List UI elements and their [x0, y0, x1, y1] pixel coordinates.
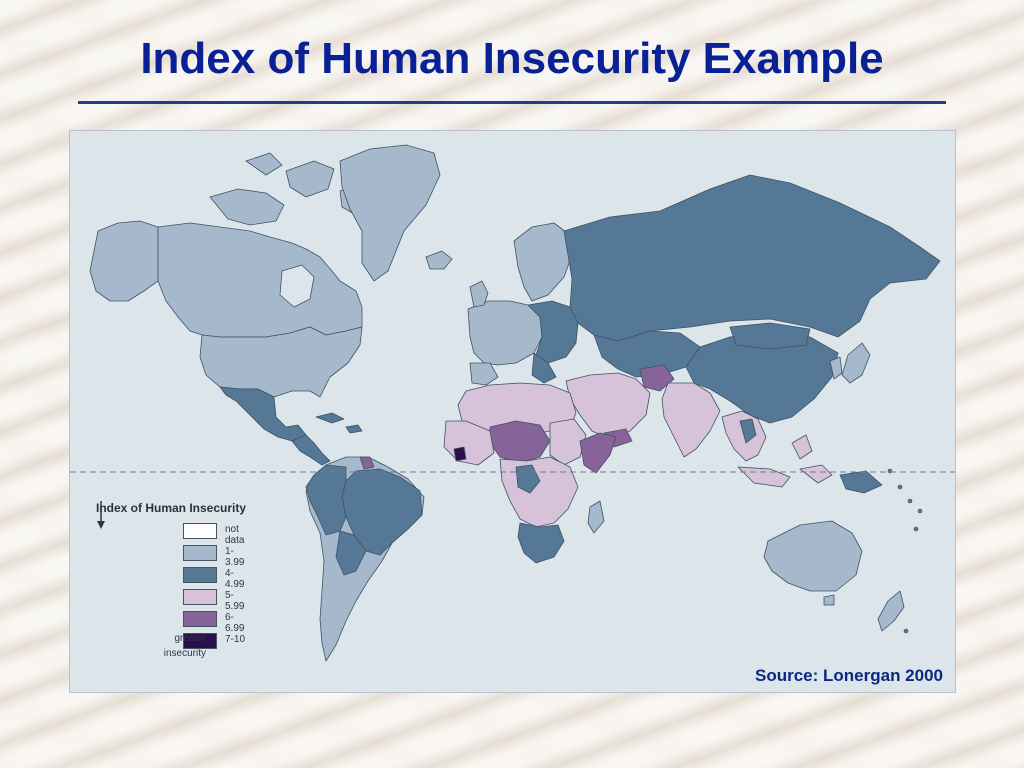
legend-item: 5-5.99: [183, 587, 246, 612]
region-iberia: [469, 362, 499, 386]
region-sudan: [549, 418, 587, 466]
legend-label: not data: [225, 524, 245, 546]
legend-label: 5-5.99: [225, 590, 245, 612]
region-korea: [829, 356, 843, 380]
map-canvas: [70, 144, 955, 662]
region-tasmania: [823, 594, 835, 606]
legend-caption: greater insecurity: [122, 631, 206, 661]
region-new-guinea: [839, 470, 883, 494]
region-greenland: [339, 144, 441, 282]
region-central-africa: [499, 456, 579, 528]
region-canada-arctic-islands: [209, 152, 371, 226]
region-horn-of-africa: [579, 432, 617, 474]
region-canada: [157, 222, 363, 338]
legend-swatch-no-data: [183, 523, 217, 539]
legend-swatch-6-6.99: [183, 611, 217, 627]
region-russia: [563, 174, 941, 342]
legend-item: 7-10: [183, 631, 246, 653]
region-japan: [841, 342, 871, 384]
region-india: [661, 382, 721, 458]
region-southern-cone: [335, 530, 367, 576]
legend-swatch-4-4.99: [183, 567, 217, 583]
region-guyana: [359, 456, 375, 470]
legend-label: 6-6.99: [225, 612, 245, 634]
region-iceland: [425, 250, 453, 270]
region-caribbean: [315, 412, 363, 434]
region-sahel: [489, 420, 551, 464]
source-citation: Source: Lonergan 2000: [754, 666, 943, 685]
region-eastern-europe: [527, 300, 579, 364]
world-map: Index of Human Insecurity not data 1-3.9…: [69, 130, 956, 693]
region-indochina: [739, 418, 757, 444]
legend-label: 1-3.99: [225, 546, 245, 568]
region-central-america: [291, 434, 331, 466]
legend-item: not data: [183, 521, 246, 546]
region-andes: [305, 464, 347, 536]
region-scandinavia: [513, 222, 573, 302]
region-alaska: [89, 220, 159, 302]
title-underline: [78, 101, 946, 104]
region-australia: [763, 520, 863, 592]
legend-caption-line: greater: [174, 633, 206, 644]
region-balkans: [531, 352, 557, 384]
arrow-down-icon: [97, 501, 105, 529]
legend-caption-line: insecurity: [163, 648, 206, 659]
region-middle-east: [565, 372, 651, 440]
legend-swatch-1-3.99: [183, 545, 217, 561]
region-mongolia: [729, 322, 811, 350]
region-mexico: [219, 386, 307, 442]
region-madagascar: [587, 500, 605, 534]
legend-swatch-5-5.99: [183, 589, 217, 605]
region-united-states: [199, 326, 363, 398]
region-western-europe: [467, 300, 543, 366]
region-hudson-bay: [279, 264, 315, 308]
slide-title: Index of Human Insecurity Example: [140, 34, 884, 83]
region-indonesia: [737, 434, 833, 488]
legend-item: 4-4.99: [183, 565, 246, 590]
region-sierra-leone: [453, 446, 467, 462]
legend-item: 1-3.99: [183, 543, 246, 568]
legend-swatch-7-10: [183, 633, 217, 649]
region-uk: [469, 280, 489, 308]
region-new-zealand: [877, 590, 905, 632]
legend-item: 6-6.99: [183, 609, 246, 634]
legend-label: 4-4.99: [225, 568, 245, 590]
legend-label: 7-10: [225, 634, 246, 645]
map-legend: Index of Human Insecurity not data 1-3.9…: [96, 501, 247, 659]
region-southern-africa: [517, 522, 565, 564]
legend-title: Index of Human Insecurity: [96, 501, 247, 515]
